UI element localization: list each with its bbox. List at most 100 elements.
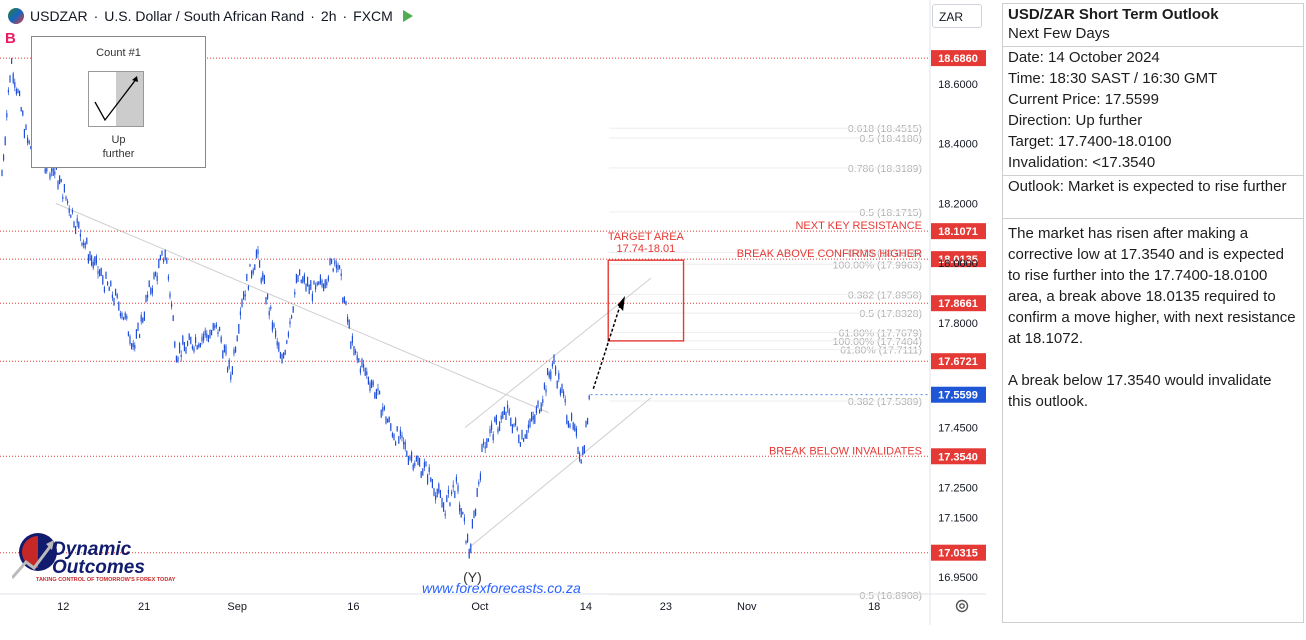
candle-body xyxy=(275,330,277,337)
outlook-invalidation: Invalidation: <17.3540 xyxy=(1008,154,1156,171)
candle-body xyxy=(321,280,323,287)
fib-label: 100.00% (17.9963) xyxy=(833,259,922,271)
candle-body xyxy=(571,413,573,421)
candle-body xyxy=(556,380,558,389)
candle-body xyxy=(67,200,69,204)
currency-select[interactable]: ZAR xyxy=(932,4,982,28)
candle-body xyxy=(468,549,470,559)
candle-body xyxy=(507,404,509,409)
candle-body xyxy=(316,282,318,286)
candle-body xyxy=(335,264,337,269)
candle-body xyxy=(139,334,141,338)
count-label-line2: further xyxy=(102,148,135,160)
candle-body xyxy=(483,441,485,445)
candle-body xyxy=(375,389,377,399)
candle-body xyxy=(12,73,14,83)
candle-body xyxy=(471,518,473,529)
candle-body xyxy=(295,273,297,284)
candle-body xyxy=(97,270,99,274)
candle-body xyxy=(331,258,333,264)
candle-body xyxy=(511,424,513,434)
candle-body xyxy=(569,424,571,428)
x-tick-label: 18 xyxy=(868,601,880,613)
candle-body xyxy=(551,363,553,367)
candle-body xyxy=(299,269,301,276)
candle-body xyxy=(287,332,289,337)
candle-body xyxy=(180,354,182,357)
candle-body xyxy=(438,483,440,493)
candle-body xyxy=(83,242,85,246)
candle-body xyxy=(463,517,465,522)
candle-body xyxy=(441,497,443,508)
candle-body xyxy=(494,416,496,423)
candle-body xyxy=(452,485,454,488)
candle-body xyxy=(411,451,413,462)
candle-body xyxy=(263,274,265,285)
candle-body xyxy=(383,406,385,410)
candle-body xyxy=(537,401,539,407)
candle-body xyxy=(271,322,273,331)
candle-body xyxy=(215,324,217,327)
candle-body xyxy=(222,350,224,359)
price-chart[interactable]: 0.618 (18.4515)0.5 (18.4186) 0.786 (18.31… xyxy=(0,0,986,625)
candle-body xyxy=(563,391,565,397)
candle-body xyxy=(406,450,408,457)
candle-body xyxy=(454,490,456,499)
candle-body xyxy=(497,428,499,433)
y-tick-label: 17.1500 xyxy=(938,512,978,524)
candle-body xyxy=(135,329,137,339)
candle-body xyxy=(188,333,190,341)
candle-body xyxy=(564,398,566,403)
candle-body xyxy=(25,124,27,131)
chart-area[interactable]: 0.618 (18.4515) 0.5 (18.4186) 0.786 (18.31… xyxy=(0,0,986,625)
candle-body xyxy=(286,340,288,344)
candle-body xyxy=(382,407,384,412)
candle-body xyxy=(198,343,200,348)
candle-body xyxy=(155,271,157,277)
candle-body xyxy=(305,283,307,292)
candle-body xyxy=(49,173,51,179)
candle-body xyxy=(433,488,435,497)
candle-body xyxy=(164,249,166,260)
candle-body xyxy=(502,411,504,419)
candle-body xyxy=(70,214,72,218)
candle-body xyxy=(499,421,501,431)
candle-body xyxy=(479,473,481,480)
current-price-label: 17.5599 xyxy=(938,390,978,402)
candle-body xyxy=(212,322,214,331)
candle-body xyxy=(332,268,334,272)
candle-body xyxy=(262,272,264,280)
candle-body xyxy=(524,434,526,439)
candle-body xyxy=(495,415,497,425)
current-price-tag xyxy=(931,386,986,403)
candle-body xyxy=(171,303,173,308)
logo-line2: Outcomes xyxy=(52,557,145,578)
candle-body xyxy=(236,335,238,342)
candle-body xyxy=(577,446,579,455)
candle-body xyxy=(348,319,350,329)
candle-body xyxy=(111,294,113,299)
candle-body xyxy=(254,264,256,271)
symbol-header[interactable]: USDZAR · U.S. Dollar / South African Ran… xyxy=(8,6,413,26)
candle-body xyxy=(516,427,518,431)
candle-body xyxy=(113,297,115,306)
candle-body xyxy=(206,333,208,338)
candle-body xyxy=(374,392,376,399)
candle-body xyxy=(276,341,278,346)
outlook-date: Date: 14 October 2024 xyxy=(1008,49,1160,66)
y-tick-label: 18.2000 xyxy=(938,198,978,210)
candle-body xyxy=(572,422,574,430)
symbol-description: U.S. Dollar / South African Rand xyxy=(104,8,305,24)
candle-body xyxy=(195,337,197,344)
candle-body xyxy=(166,257,168,264)
candle-body xyxy=(137,322,139,331)
candle-body xyxy=(14,82,16,88)
candle-body xyxy=(367,376,369,385)
gear-icon[interactable] xyxy=(954,598,970,614)
level-price-tag xyxy=(931,50,986,67)
candle-body xyxy=(179,343,181,353)
x-tick-label: 21 xyxy=(138,601,150,613)
x-tick-label: Nov xyxy=(737,601,757,613)
symbol-name: USDZAR xyxy=(30,8,88,24)
candle-body xyxy=(255,250,257,258)
